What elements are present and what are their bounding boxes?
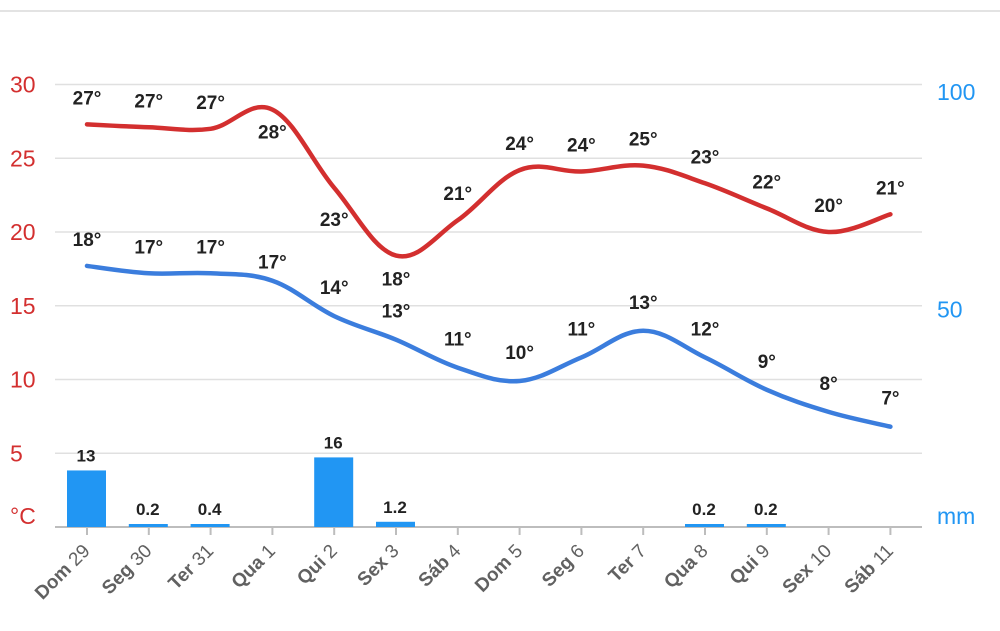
- precip-bar: [190, 524, 230, 527]
- max-temp-line: [84, 105, 893, 259]
- min-temp-label: 7°: [881, 389, 899, 410]
- max-temp-label: 21°: [443, 184, 472, 205]
- precip-bar: [128, 524, 168, 527]
- max-temp-label: 21°: [876, 178, 905, 199]
- x-tick-label: Ter 7: [605, 541, 651, 587]
- min-temp-label: 9°: [758, 352, 776, 373]
- max-temp-label: 27°: [73, 88, 102, 109]
- precip-label: 16: [324, 433, 343, 452]
- precip-label: 0.2: [754, 500, 778, 519]
- x-tick-label: Seg 6: [538, 541, 589, 592]
- precip-label: 13: [77, 446, 96, 465]
- x-tick-label: Sáb 4: [415, 540, 466, 591]
- precip-label: 1.2: [383, 498, 407, 517]
- x-tick-label: Sáb 11: [841, 541, 898, 598]
- max-temp-label: 28°: [258, 123, 287, 144]
- precip-bar: [376, 521, 415, 527]
- right-axis-unit: mm: [937, 503, 975, 529]
- x-tick-label: Sex 10: [779, 541, 836, 598]
- x-tick-label: Qui 9: [726, 541, 774, 589]
- top-divider: [0, 10, 1000, 12]
- right-tick-label: 50: [937, 297, 963, 323]
- precip-bar: [67, 470, 106, 527]
- max-temp-label: 24°: [505, 134, 534, 155]
- min-temp-label: 11°: [444, 330, 472, 351]
- precip-label: 0.2: [136, 500, 160, 519]
- x-tick-label: Dom 29: [31, 541, 94, 604]
- x-tick-label: Qua 8: [660, 541, 712, 593]
- max-temp-label: 23°: [320, 210, 349, 231]
- x-tick-label: Sex 3: [354, 541, 404, 591]
- temperature-lines: [84, 105, 893, 429]
- left-tick-label: 5: [10, 440, 23, 466]
- x-tick-label: Qua 1: [228, 541, 280, 593]
- min-temp-label: 14°: [320, 278, 349, 299]
- min-temp-line: [84, 263, 893, 429]
- left-tick-label: 15: [10, 293, 36, 319]
- max-temp-label: 22°: [752, 172, 781, 193]
- precipitation-bars: [67, 457, 786, 527]
- max-temp-label: 24°: [567, 136, 596, 157]
- right-tick-label: 100: [937, 79, 975, 105]
- min-temp-label: 11°: [568, 319, 596, 340]
- data-labels: 13 0.2 0.4 16 1.2 0.2 0.2 27° 27° 27° 28° 23° 18° 21°…: [73, 88, 905, 519]
- min-temp-label: 13°: [382, 302, 411, 323]
- min-temp-label: 18°: [73, 230, 102, 251]
- min-temp-label: 17°: [258, 253, 287, 274]
- left-axis: 30 25 20 15 10 5 °C: [10, 72, 36, 530]
- precip-bar: [685, 524, 724, 527]
- max-temp-label: 27°: [196, 93, 225, 114]
- x-tick-label: Qui 2: [293, 541, 341, 589]
- x-tick-label: Seg 30: [98, 541, 156, 599]
- min-temp-label: 12°: [691, 319, 720, 340]
- left-tick-label: 20: [10, 219, 36, 245]
- left-tick-label: 10: [10, 367, 36, 393]
- gridlines: [55, 83, 922, 528]
- max-temp-label: 20°: [814, 196, 843, 217]
- precip-label: 0.2: [692, 500, 716, 519]
- x-tick-label: Dom 5: [471, 541, 527, 597]
- min-temp-label: 17°: [196, 237, 225, 258]
- max-temp-label: 23°: [691, 147, 720, 168]
- min-temp-label: 8°: [820, 374, 838, 395]
- min-temp-label: 13°: [629, 293, 658, 314]
- max-temp-label: 18°: [382, 270, 411, 291]
- min-temp-label: 17°: [134, 237, 163, 258]
- precip-bar: [746, 524, 786, 527]
- max-temp-label: 25°: [629, 130, 658, 151]
- max-temp-label: 27°: [134, 91, 163, 112]
- precip-bar: [314, 457, 354, 527]
- right-axis: 100 50 mm: [937, 79, 975, 529]
- precip-label: 0.4: [198, 500, 222, 519]
- left-tick-label: 30: [10, 72, 36, 98]
- x-tick-label: Ter 31: [165, 541, 218, 594]
- min-temp-label: 10°: [505, 343, 534, 364]
- left-tick-label: 25: [10, 145, 36, 171]
- left-axis-unit: °C: [10, 503, 36, 529]
